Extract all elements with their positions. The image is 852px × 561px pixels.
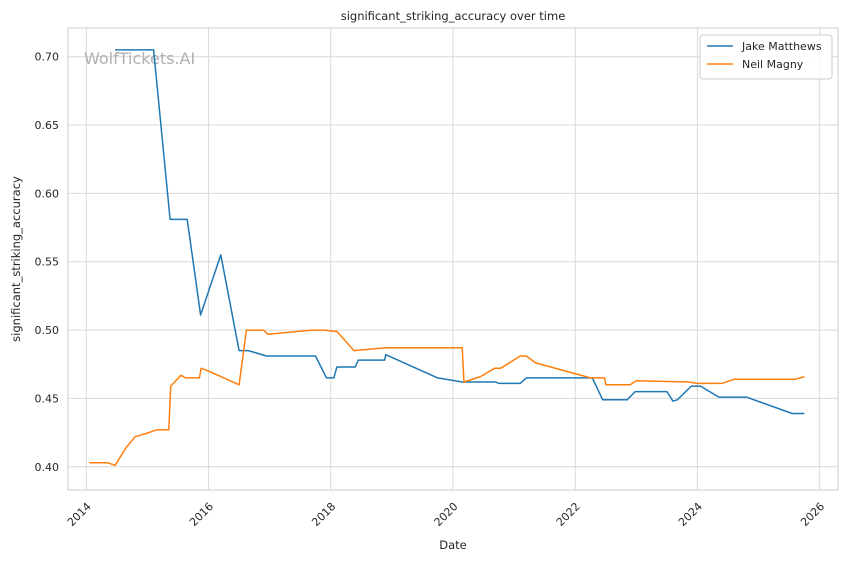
series-line-jake-matthews <box>115 49 805 415</box>
y-tick-label: 0.55 <box>35 256 60 269</box>
series-lines <box>89 49 805 467</box>
chart-title: significant_striking_accuracy over time <box>341 9 566 23</box>
y-axis-label: significant_striking_accuracy <box>9 176 23 342</box>
y-tick-label: 0.60 <box>35 187 60 200</box>
watermark: WolfTickets.AI <box>84 49 195 68</box>
y-axis-ticks: 0.40 0.45 0.50 0.55 0.60 0.65 0.70 <box>35 51 60 474</box>
legend-entry: Jake Matthews <box>741 40 822 53</box>
y-tick-label: 0.70 <box>35 51 60 64</box>
series-line-neil-magny <box>89 329 805 467</box>
legend: Jake Matthews Neil Magny <box>699 34 833 80</box>
y-tick-label: 0.50 <box>35 324 60 337</box>
plot-area-frame <box>67 27 839 491</box>
y-tick-label: 0.65 <box>35 119 60 132</box>
x-axis-label: Date <box>439 538 467 552</box>
y-tick-label: 0.45 <box>35 392 60 405</box>
legend-entry: Neil Magny <box>742 58 804 71</box>
y-tick-label: 0.40 <box>35 461 60 474</box>
